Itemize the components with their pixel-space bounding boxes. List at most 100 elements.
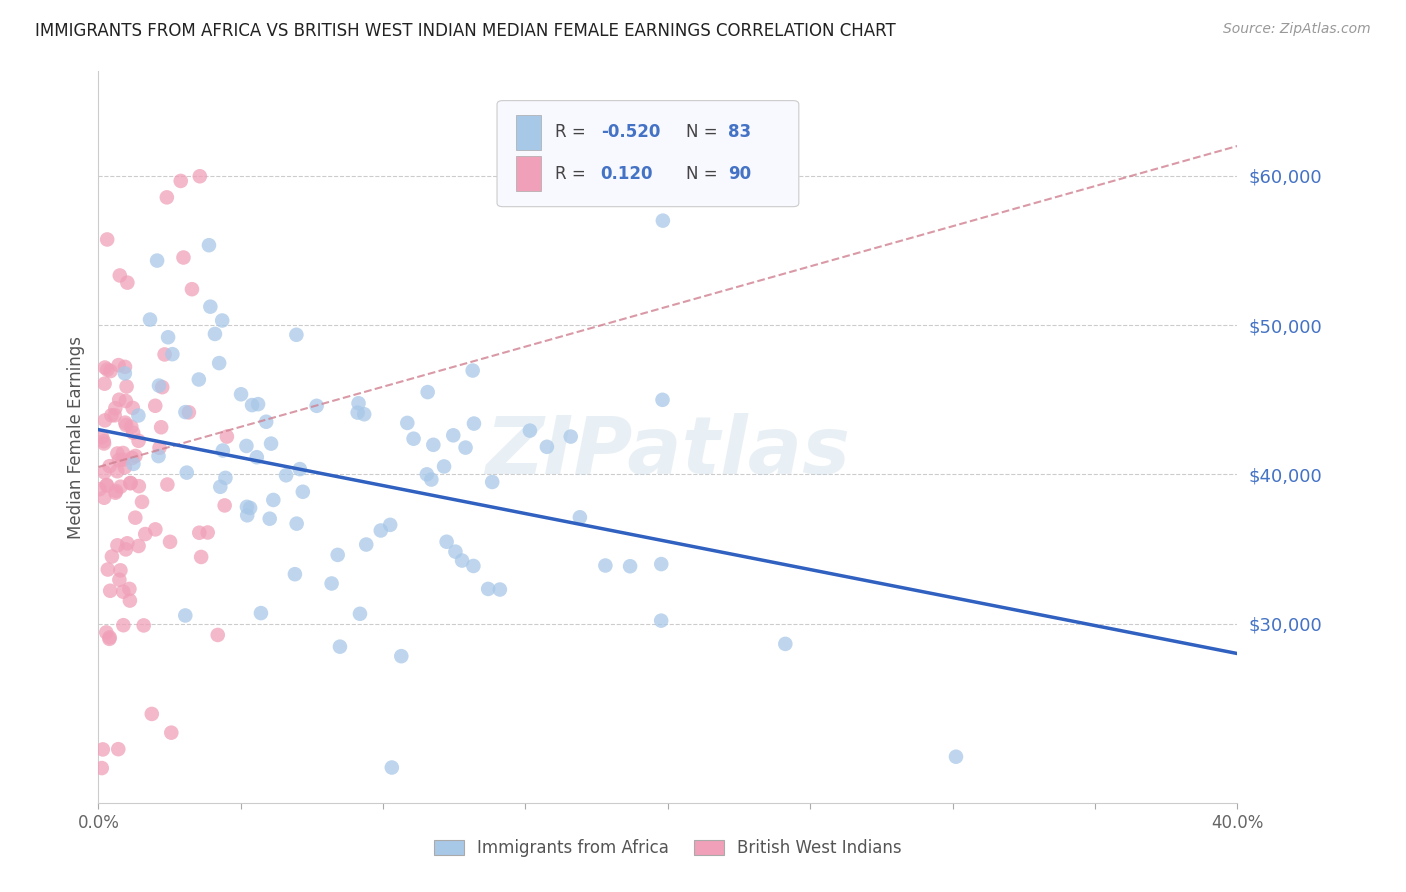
Y-axis label: Median Female Earnings: Median Female Earnings: [66, 335, 84, 539]
Point: [305, 399, 328, 413]
Point: [214, 499, 236, 513]
Point: [134, 527, 156, 541]
Point: [91, 742, 114, 756]
Text: Source: ZipAtlas.com: Source: ZipAtlas.com: [1223, 22, 1371, 37]
Point: [131, 495, 153, 509]
Point: [321, 576, 343, 591]
Point: [246, 450, 269, 465]
Text: 90: 90: [728, 165, 751, 183]
Point: [176, 466, 198, 480]
Point: [127, 409, 149, 423]
Point: [150, 380, 173, 394]
Point: [121, 451, 143, 466]
Point: [214, 471, 236, 485]
Point: [239, 500, 262, 515]
Point: [148, 441, 170, 455]
Point: [159, 534, 181, 549]
FancyBboxPatch shape: [516, 156, 541, 191]
Point: [101, 549, 124, 564]
Point: [188, 169, 211, 184]
Point: [145, 522, 167, 536]
Point: [215, 429, 238, 443]
Point: [108, 453, 131, 467]
Point: [141, 706, 163, 721]
Point: [132, 618, 155, 632]
Point: [111, 446, 134, 460]
Point: [422, 438, 444, 452]
Text: N =: N =: [686, 123, 723, 141]
Point: [208, 356, 231, 370]
Point: [416, 385, 439, 400]
Point: [117, 536, 139, 550]
Point: [172, 251, 194, 265]
Point: [114, 367, 136, 381]
Text: 83: 83: [728, 123, 751, 141]
Point: [93, 434, 115, 449]
Point: [112, 618, 135, 632]
Point: [114, 542, 136, 557]
Point: [98, 632, 121, 646]
Point: [156, 190, 179, 204]
Point: [111, 452, 134, 467]
Point: [481, 475, 503, 489]
Text: IMMIGRANTS FROM AFRICA VS BRITISH WEST INDIAN MEDIAN FEMALE EARNINGS CORRELATION: IMMIGRANTS FROM AFRICA VS BRITISH WEST I…: [35, 22, 896, 40]
Point: [463, 558, 485, 573]
Point: [156, 477, 179, 491]
Point: [124, 510, 146, 524]
Point: [181, 282, 204, 296]
Point: [489, 582, 512, 597]
Point: [188, 525, 211, 540]
Point: [108, 392, 131, 407]
Point: [117, 276, 139, 290]
Text: 0.120: 0.120: [600, 165, 654, 183]
Point: [174, 608, 197, 623]
Point: [381, 760, 404, 774]
Point: [197, 525, 219, 540]
Point: [651, 213, 673, 227]
Point: [236, 500, 259, 514]
Point: [274, 468, 297, 483]
Point: [114, 359, 136, 374]
Point: [436, 534, 458, 549]
Point: [100, 364, 122, 378]
Point: [89, 482, 111, 496]
Point: [650, 614, 672, 628]
Text: N =: N =: [686, 165, 723, 183]
Point: [326, 548, 349, 562]
Text: R =: R =: [555, 165, 591, 183]
Point: [519, 424, 541, 438]
Point: [97, 562, 120, 576]
FancyBboxPatch shape: [516, 114, 541, 150]
Point: [112, 584, 135, 599]
Point: [93, 491, 115, 505]
Point: [96, 362, 118, 376]
Point: [153, 347, 176, 361]
Point: [204, 326, 226, 341]
Point: [93, 436, 115, 450]
Point: [291, 484, 314, 499]
Point: [349, 607, 371, 621]
Point: [775, 637, 797, 651]
Point: [420, 473, 443, 487]
Legend: Immigrants from Africa, British West Indians: Immigrants from Africa, British West Ind…: [427, 832, 908, 864]
Point: [94, 360, 117, 375]
Point: [247, 397, 270, 411]
Point: [389, 649, 412, 664]
Point: [128, 479, 150, 493]
Point: [100, 409, 122, 423]
Point: [211, 313, 233, 327]
Point: [402, 432, 425, 446]
Point: [104, 401, 127, 416]
Point: [98, 631, 121, 645]
Point: [98, 583, 121, 598]
Point: [262, 492, 284, 507]
Point: [160, 725, 183, 739]
Point: [124, 449, 146, 463]
Point: [187, 372, 209, 386]
Point: [477, 582, 499, 596]
Point: [370, 524, 392, 538]
Point: [288, 462, 311, 476]
Point: [115, 379, 138, 393]
Point: [347, 396, 370, 410]
Point: [250, 606, 273, 620]
